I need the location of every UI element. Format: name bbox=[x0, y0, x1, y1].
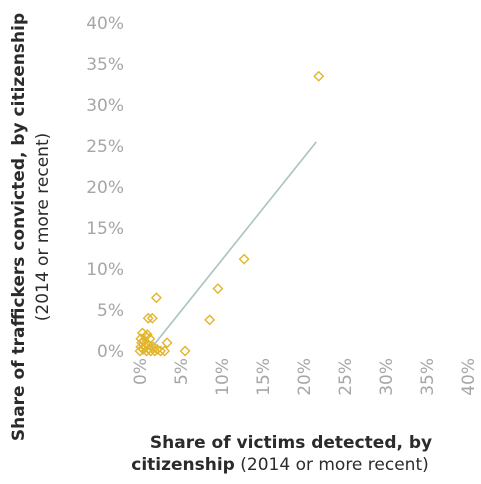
y-tick-label: 0% bbox=[97, 342, 124, 362]
x-tick-label: 5% bbox=[172, 358, 192, 385]
data-point bbox=[141, 345, 153, 357]
x-axis-label-citizenship: citizenship bbox=[131, 455, 235, 475]
data-point bbox=[141, 329, 153, 341]
data-point bbox=[238, 253, 250, 265]
x-axis-label-line2: citizenship (2014 or more recent) bbox=[131, 455, 429, 475]
x-axis-label-subtitle: (2014 or more recent) bbox=[235, 455, 429, 475]
x-axis-label: Share of victims detected, by bbox=[150, 433, 432, 453]
x-tick-label: 10% bbox=[213, 358, 233, 396]
y-axis-label-subtitle: (2014 or more recent) bbox=[33, 133, 53, 322]
data-point bbox=[179, 345, 191, 357]
data-point bbox=[212, 283, 224, 295]
x-tick-label: 40% bbox=[459, 358, 479, 396]
x-tick-label: 25% bbox=[336, 358, 356, 396]
data-point bbox=[142, 312, 154, 324]
x-tick-label: 35% bbox=[418, 358, 438, 396]
data-point bbox=[313, 70, 325, 82]
y-tick-label: 40% bbox=[86, 14, 124, 34]
data-point bbox=[161, 337, 173, 349]
data-points bbox=[134, 70, 325, 357]
x-axis-tick-labels: 0% 5% 10% 15% 20% 25% 30% 35% 40% bbox=[131, 358, 479, 396]
y-tick-label: 20% bbox=[86, 178, 124, 198]
data-point bbox=[151, 343, 163, 355]
x-tick-label: 15% bbox=[254, 358, 274, 396]
y-tick-label: 35% bbox=[86, 55, 124, 75]
data-point bbox=[204, 314, 216, 326]
data-point bbox=[146, 312, 158, 324]
x-tick-label: 20% bbox=[295, 358, 315, 396]
y-tick-label: 30% bbox=[86, 96, 124, 116]
x-tick-label: 0% bbox=[131, 358, 151, 385]
data-point bbox=[159, 345, 171, 357]
x-tick-label: 30% bbox=[377, 358, 397, 396]
y-tick-label: 10% bbox=[86, 260, 124, 280]
trend-line bbox=[151, 141, 317, 348]
data-point bbox=[155, 345, 166, 357]
y-tick-label: 15% bbox=[86, 219, 124, 239]
data-point bbox=[150, 292, 162, 304]
y-tick-label: 25% bbox=[86, 137, 124, 157]
data-point bbox=[144, 333, 156, 345]
y-axis-label: Share of traffickers convicted, by citiz… bbox=[9, 13, 29, 441]
y-axis-tick-labels: 0% 5% 10% 15% 20% 25% 30% 35% 40% bbox=[86, 14, 124, 362]
y-tick-label: 5% bbox=[97, 301, 124, 321]
